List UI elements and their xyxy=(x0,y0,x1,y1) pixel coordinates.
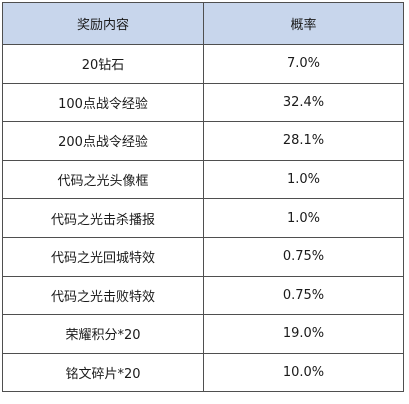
probability-cell: 10.0% xyxy=(203,352,404,393)
table-row: 荣耀积分*20 19.0% xyxy=(2,314,404,354)
reward-probability-table: 奖励内容 概率 20钻石 7.0% 100点战令经验 32.4% 200点战令经… xyxy=(2,2,404,393)
reward-cell: 20钻石 xyxy=(2,44,204,84)
reward-cell: 代码之光头像框 xyxy=(2,159,204,200)
table-row: 200点战令经验 28.1% xyxy=(2,121,404,161)
probability-cell: 1.0% xyxy=(203,198,404,238)
reward-cell: 代码之光击杀播报 xyxy=(2,198,204,238)
table-row: 100点战令经验 32.4% xyxy=(2,82,404,123)
table-row: 20钻石 7.0% xyxy=(2,44,404,84)
header-reward: 奖励内容 xyxy=(2,2,204,45)
table-row: 铭文碎片*20 10.0% xyxy=(2,352,404,393)
reward-cell: 代码之光击败特效 xyxy=(2,275,204,316)
probability-cell: 32.4% xyxy=(203,82,404,123)
table-row: 代码之光击杀播报 1.0% xyxy=(2,198,404,238)
probability-cell: 0.75% xyxy=(203,236,404,277)
probability-cell: 1.0% xyxy=(203,159,404,200)
probability-cell: 0.75% xyxy=(203,275,404,316)
probability-cell: 19.0% xyxy=(203,314,404,354)
reward-cell: 铭文碎片*20 xyxy=(2,352,204,393)
probability-cell: 28.1% xyxy=(203,121,404,161)
header-probability: 概率 xyxy=(203,2,404,45)
reward-cell: 200点战令经验 xyxy=(2,121,204,161)
table-row: 代码之光击败特效 0.75% xyxy=(2,275,404,316)
reward-cell: 代码之光回城特效 xyxy=(2,236,204,277)
table-row: 代码之光头像框 1.0% xyxy=(2,159,404,200)
table-header-row: 奖励内容 概率 xyxy=(2,2,404,45)
reward-cell: 100点战令经验 xyxy=(2,82,204,123)
table-row: 代码之光回城特效 0.75% xyxy=(2,236,404,277)
probability-cell: 7.0% xyxy=(203,44,404,84)
reward-cell: 荣耀积分*20 xyxy=(2,314,204,354)
